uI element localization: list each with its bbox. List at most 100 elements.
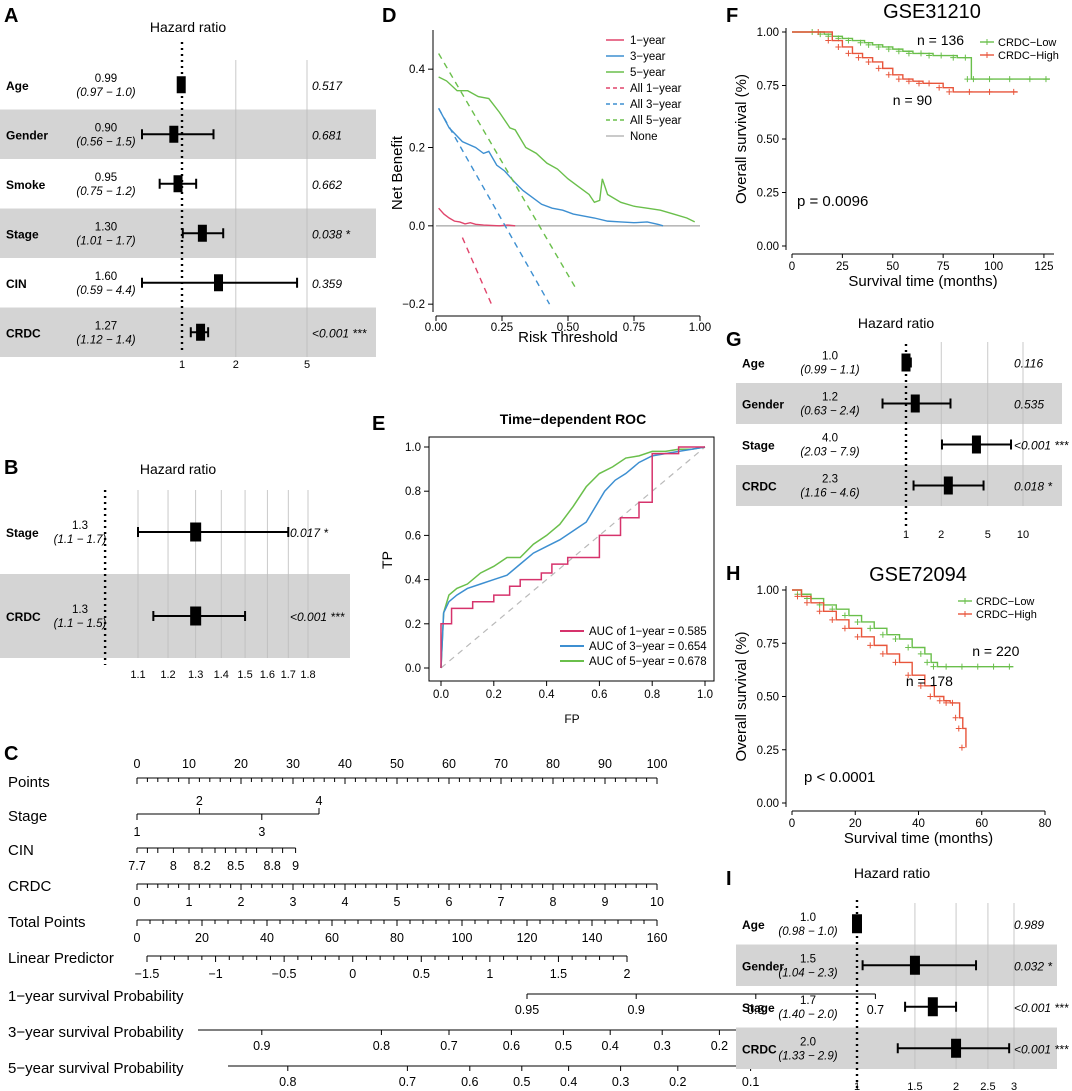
y-axis-title: Overall survival (%) bbox=[733, 631, 750, 761]
forest-tick-label: 1.5 bbox=[907, 1081, 922, 1091]
y-axis-title: TP bbox=[379, 551, 395, 569]
nomogram-tick-label: 0 bbox=[349, 967, 356, 981]
hr-box bbox=[176, 76, 186, 94]
censor-mark bbox=[892, 635, 899, 642]
row-pvalue: 0.662 bbox=[312, 178, 342, 192]
row-ci: (1.40 − 2.0) bbox=[778, 1009, 837, 1021]
legend-label: All 1−year bbox=[630, 83, 682, 95]
row-label: Age bbox=[742, 357, 765, 371]
row-hr: 1.27 bbox=[95, 320, 117, 332]
legend-label: None bbox=[630, 131, 658, 143]
legend-censor-mark bbox=[984, 39, 990, 45]
row-band bbox=[736, 465, 1062, 506]
row-ci: (1.1 − 1.5) bbox=[54, 618, 107, 630]
nomogram-tick-label: 1 bbox=[134, 825, 141, 839]
legend-label: CRDC−High bbox=[998, 50, 1059, 62]
panel-label-B: B bbox=[4, 457, 18, 479]
row-label: Stage bbox=[742, 1001, 775, 1015]
nomogram-tick-label: 0.5 bbox=[513, 1075, 530, 1089]
nomogram-tick-label: 1 bbox=[186, 895, 193, 909]
hr-box bbox=[901, 353, 911, 372]
row-ci: (0.59 − 4.4) bbox=[76, 285, 135, 297]
y-tick-label: 1.00 bbox=[757, 27, 779, 39]
row-pvalue: 0.535 bbox=[1014, 398, 1044, 412]
censor-mark bbox=[803, 599, 810, 606]
y-tick-label: 0.2 bbox=[405, 619, 421, 631]
x-tick-label: 40 bbox=[912, 818, 925, 830]
nomogram-tick-label: 8 bbox=[170, 859, 177, 873]
panel-d-dca: −0.2 0.0 0.2 0.4 0.00 0.25 0.50 0.75 1.00 Risk Th… bbox=[389, 30, 711, 346]
row-band bbox=[0, 307, 376, 357]
y-tick-label: 1.0 bbox=[405, 442, 421, 454]
nomogram-tick-label: 4 bbox=[316, 794, 323, 808]
p-value: p < 0.0001 bbox=[804, 769, 875, 786]
nomogram-tick-label: 0.1 bbox=[742, 1075, 759, 1089]
nomogram-tick-label: 0.4 bbox=[602, 1039, 619, 1053]
nomogram-tick-label: 0.2 bbox=[711, 1039, 728, 1053]
nomogram-tick-label: 2 bbox=[624, 967, 631, 981]
censor-mark bbox=[970, 76, 977, 83]
hr-box bbox=[943, 476, 953, 495]
row-pvalue: <0.001 *** bbox=[290, 610, 345, 624]
censor-mark bbox=[917, 682, 924, 689]
forest-tick-label: 5 bbox=[304, 359, 310, 371]
nomogram-tick-label: 9 bbox=[292, 859, 299, 873]
hr-box bbox=[169, 125, 179, 143]
nomogram-tick-label: 6 bbox=[446, 895, 453, 909]
nomogram-tick-label: 20 bbox=[234, 757, 248, 771]
censor-mark bbox=[816, 608, 823, 615]
plot-frame bbox=[428, 436, 715, 682]
censor-mark bbox=[958, 744, 965, 751]
censor-mark bbox=[966, 88, 973, 95]
nomogram-row-label: Stage bbox=[8, 808, 47, 825]
hr-box bbox=[951, 1038, 962, 1058]
x-tick-label: 25 bbox=[836, 261, 849, 273]
row-hr: 4.0 bbox=[822, 433, 838, 445]
legend-label: 5−year bbox=[630, 67, 666, 79]
nomogram-tick-label: 0.5 bbox=[413, 967, 430, 981]
row-ci: (1.33 − 2.9) bbox=[778, 1050, 837, 1062]
row-ci: (1.16 − 4.6) bbox=[800, 488, 859, 500]
legend-label: AUC of 5−year = 0.678 bbox=[589, 656, 707, 668]
forest-tick-label: 2.5 bbox=[980, 1081, 995, 1091]
nomogram-tick-label: 7 bbox=[498, 895, 505, 909]
hr-box bbox=[927, 997, 938, 1017]
nomogram-tick-label: 80 bbox=[390, 931, 404, 945]
x-tick-label: 0.2 bbox=[486, 689, 502, 701]
censor-mark bbox=[865, 58, 872, 65]
x-axis-title: FP bbox=[564, 712, 579, 726]
y-tick-label: 0.8 bbox=[405, 486, 421, 498]
x-tick-label: 0.75 bbox=[623, 322, 645, 334]
nomogram-tick-label: 100 bbox=[647, 757, 668, 771]
nomogram-tick-label: 9 bbox=[602, 895, 609, 909]
x-tick-label: 50 bbox=[886, 261, 899, 273]
censor-mark bbox=[815, 29, 822, 35]
series-line bbox=[438, 107, 551, 305]
nomogram-tick-label: 0.3 bbox=[612, 1075, 629, 1089]
row-ci: (1.1 − 1.7) bbox=[54, 534, 107, 546]
censor-mark bbox=[938, 52, 945, 59]
roc-curve bbox=[440, 446, 705, 668]
panel-e-roc: Time−dependent ROC 0.0 0.0 0.2 0.2 0.4 0.4 0.6 0… bbox=[379, 411, 715, 726]
row-label: CRDC bbox=[742, 480, 777, 494]
row-hr: 1.60 bbox=[95, 271, 117, 283]
row-ci: (1.12 − 1.4) bbox=[76, 334, 135, 346]
nomogram-tick-label: 0.7 bbox=[867, 1003, 884, 1017]
forest-tick-label: 1.7 bbox=[281, 669, 296, 681]
hr-box bbox=[190, 606, 202, 626]
panel-a-forest: Hazard ratio 1 2 5 Age 0.99 (0.97 − 1.0) 0.517 G… bbox=[0, 19, 376, 371]
hr-box bbox=[173, 175, 183, 193]
x-tick-label: 125 bbox=[1034, 261, 1053, 273]
censor-mark bbox=[905, 50, 912, 57]
row-ci: (0.63 − 2.4) bbox=[800, 406, 859, 418]
row-label: Smoke bbox=[6, 178, 46, 192]
censor-mark bbox=[845, 50, 852, 57]
censor-mark bbox=[936, 697, 943, 704]
y-tick-label: 0.00 bbox=[757, 798, 779, 810]
forest-tick-label: 5 bbox=[985, 529, 991, 541]
y-axis-title: Overall survival (%) bbox=[733, 74, 750, 204]
panel-f-km: GSE31210 0.00 0.25 0.50 0.75 1.00 0 25 50 75 100 12… bbox=[733, 1, 1059, 290]
row-ci: (0.99 − 1.1) bbox=[800, 365, 859, 377]
nomogram-tick-label: 0.7 bbox=[399, 1075, 416, 1089]
